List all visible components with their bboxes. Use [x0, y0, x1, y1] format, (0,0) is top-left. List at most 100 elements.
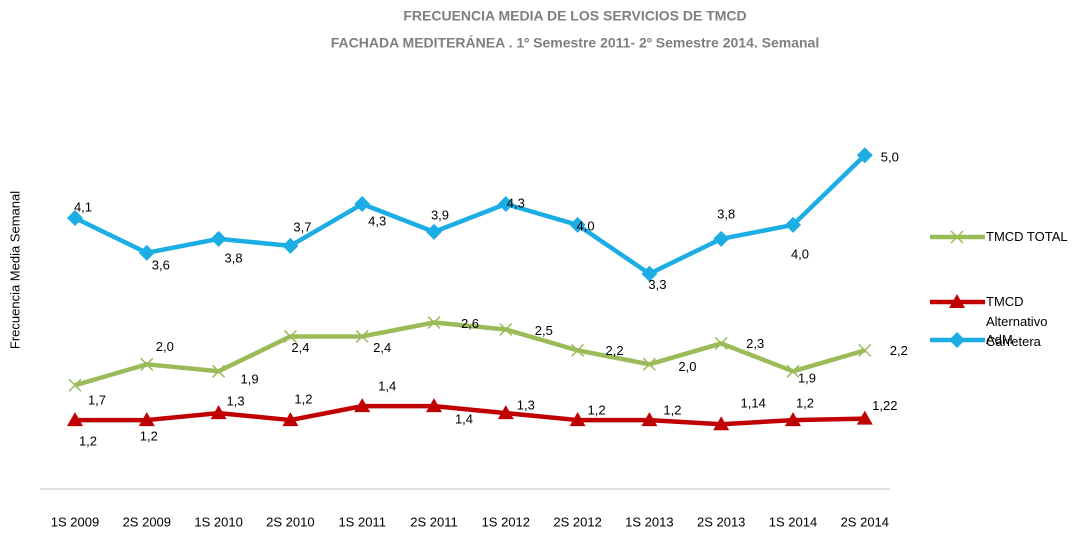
legend-label-box: TMCD TOTAL	[986, 229, 1068, 244]
data-label: 1,9	[241, 372, 259, 387]
chart-title: FRECUENCIA MEDIA DE LOS SERVICIOS DE TMC…	[403, 8, 746, 24]
data-point	[713, 230, 730, 247]
data-point	[641, 412, 658, 427]
data-point	[138, 244, 155, 261]
data-label: 3,9	[431, 207, 449, 222]
data-label: 1,2	[79, 434, 97, 449]
data-point	[68, 378, 82, 392]
data-point	[426, 223, 442, 240]
legend-marker	[949, 332, 965, 348]
data-point	[282, 412, 299, 427]
data-label: 1,3	[517, 398, 535, 413]
data-label: 1,2	[140, 429, 158, 444]
data-point	[426, 398, 442, 413]
series-line	[75, 403, 865, 427]
data-point	[858, 343, 872, 357]
x-tick-label: 1S 2010	[194, 514, 242, 529]
legend-label: AdM	[986, 332, 1013, 347]
chart-subtitle: FACHADA MEDITERÁNEA . 1º Semestre 2011- …	[331, 35, 820, 51]
x-tick-label: 2S 2009	[123, 514, 171, 529]
data-label: 3,8	[717, 206, 735, 221]
legend-marker	[949, 294, 965, 308]
data-point	[427, 315, 441, 330]
y-axis-label: Frecuencia Media Semanal	[7, 191, 22, 349]
data-label: 2,2	[606, 343, 624, 358]
data-point	[354, 398, 371, 413]
data-label: 1,9	[798, 371, 816, 386]
legend-label-box: AdM	[986, 332, 1013, 347]
x-tick-label: 1S 2012	[482, 514, 530, 529]
data-label: 4,3	[507, 195, 525, 210]
data-point	[210, 405, 227, 420]
data-point	[212, 364, 226, 378]
data-point	[67, 412, 83, 427]
series-line	[74, 320, 866, 388]
data-point	[571, 343, 585, 357]
data-label: 1,2	[663, 403, 681, 418]
x-tick-label: 1S 2009	[51, 514, 99, 529]
data-label: 1,4	[378, 379, 396, 394]
data-point	[354, 196, 371, 213]
data-label: 1,7	[88, 393, 106, 408]
x-tick-label: 2S 2012	[553, 514, 601, 529]
data-label: 1,2	[796, 396, 814, 411]
data-label: 4,1	[74, 199, 92, 214]
data-label: 1,3	[227, 394, 245, 409]
data-point	[497, 196, 514, 213]
data-point	[499, 322, 513, 337]
data-point	[856, 147, 873, 164]
data-point	[282, 237, 299, 254]
data-label: 3,8	[225, 250, 243, 265]
legend-label-box: TMCD Alternativo Carretera	[986, 294, 1048, 349]
data-point	[497, 405, 514, 420]
data-label: 2,0	[678, 359, 696, 374]
data-point	[713, 416, 730, 431]
data-point	[785, 216, 801, 233]
data-point	[856, 410, 873, 425]
legend-marker	[950, 230, 964, 244]
data-label: 5,0	[881, 150, 899, 165]
x-tick-label: 1S 2013	[625, 514, 673, 529]
data-point	[67, 209, 83, 226]
x-tick-label: 2S 2014	[841, 514, 889, 529]
data-point	[283, 329, 297, 343]
series-line	[74, 153, 867, 276]
data-label: 2,4	[291, 340, 309, 355]
x-tick-label: 2S 2010	[266, 514, 314, 529]
data-label: 1,22	[872, 398, 897, 413]
data-point	[140, 357, 154, 371]
data-label: 4,0	[577, 218, 595, 233]
data-label: 4,0	[791, 246, 809, 261]
x-tick-label: 2S 2013	[697, 514, 745, 529]
data-point	[786, 364, 800, 378]
data-point	[210, 230, 227, 247]
data-label: 4,3	[368, 213, 386, 228]
data-label: 2,0	[156, 339, 174, 354]
data-label: 1,14	[741, 396, 766, 411]
data-label: 1,2	[294, 392, 312, 407]
data-label: 3,3	[648, 277, 666, 292]
data-point	[569, 412, 586, 427]
data-label: 2,3	[746, 336, 764, 351]
data-point	[714, 336, 728, 350]
data-label: 2,5	[535, 323, 553, 338]
legend-label: TMCD Alternativo Carretera	[986, 294, 1048, 349]
data-label: 3,7	[293, 219, 311, 234]
data-label: 2,6	[461, 316, 479, 331]
x-tick-label: 1S 2011	[338, 514, 385, 529]
data-point	[642, 357, 656, 371]
data-label: 1,2	[588, 403, 606, 418]
x-tick-label: 1S 2014	[769, 514, 817, 529]
data-point	[569, 216, 586, 233]
data-label: 2,4	[373, 340, 391, 355]
data-point	[641, 265, 658, 282]
data-point	[785, 412, 801, 427]
data-point	[355, 329, 369, 343]
data-point	[138, 412, 155, 427]
data-label: 2,2	[890, 343, 908, 358]
data-label: 3,6	[152, 257, 170, 272]
x-tick-label: 2S 2011	[410, 514, 457, 529]
data-label: 1,4	[455, 412, 473, 427]
legend-label: TMCD TOTAL	[986, 229, 1068, 244]
